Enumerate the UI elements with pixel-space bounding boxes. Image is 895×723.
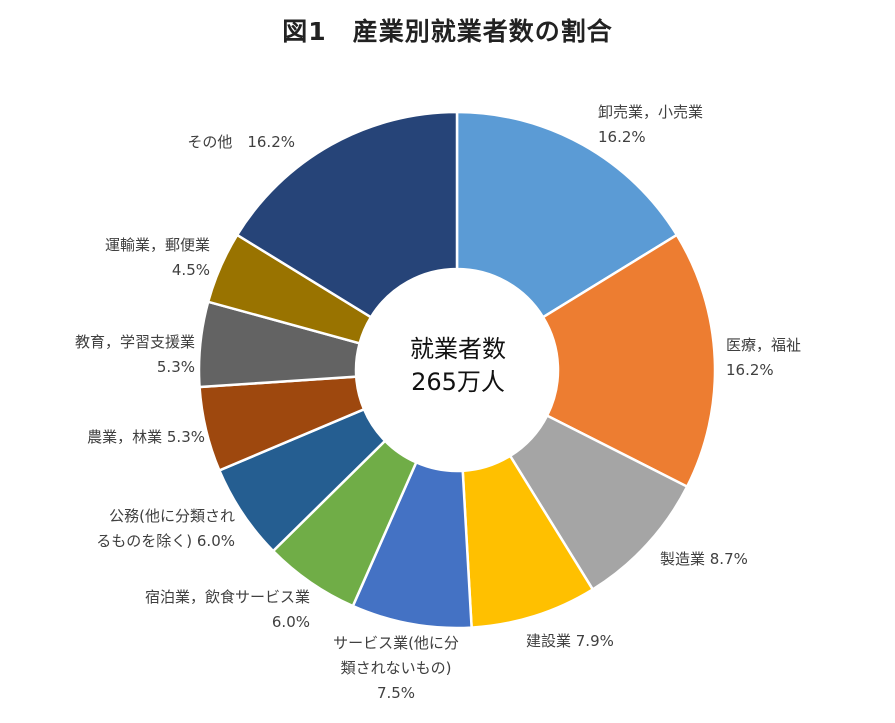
slice-label-text: 建設業 7.9% (526, 632, 614, 650)
center-label: 就業者数 265万人 (378, 333, 538, 399)
slice-label-transport-postal: 運輸業，郵便業 4.5% (40, 233, 210, 283)
slice-label-text: 卸売業，小売業 (598, 103, 704, 121)
slice-label-text: 宿泊業，飲食サービス業 (144, 588, 310, 606)
slice-label-value: 7.5% (376, 684, 416, 702)
slice-label-text: 医療，福祉 (726, 336, 802, 354)
slice-label-value: 4.5% (171, 261, 210, 279)
slice-label-value: るものを除く) 6.0% (96, 532, 235, 550)
donut-slice-1 (541, 233, 717, 489)
slice-label-education: 教育，学習支援業 5.3% (20, 330, 195, 380)
slice-label-text-2: 類されないもの) (340, 659, 452, 677)
donut-slice-0 (455, 110, 679, 319)
donut-slice-10 (235, 110, 459, 319)
slice-label-public-service: 公務(他に分類され るものを除く) 6.0% (60, 504, 235, 554)
slice-label-construction: 建設業 7.9% (526, 629, 614, 654)
slice-label-text: 製造業 8.7% (660, 550, 748, 568)
slice-label-value: 16.2% (726, 361, 774, 379)
slice-label-accommodation-food: 宿泊業，飲食サービス業 6.0% (100, 585, 310, 635)
slice-label-text: その他 16.2% (187, 133, 295, 151)
slice-label-value: 5.3% (156, 358, 195, 376)
slice-label-text: 教育，学習支援業 (74, 333, 195, 351)
slice-label-medical-welfare: 医療，福祉 16.2% (726, 333, 801, 383)
slice-label-manufacturing: 製造業 8.7% (660, 547, 748, 572)
slice-label-value: 6.0% (271, 613, 310, 631)
slice-label-text: 公務(他に分類され (109, 507, 235, 525)
slice-label-value: 16.2% (598, 128, 646, 146)
center-label-line2: 265万人 (411, 368, 505, 396)
slice-label-text: 運輸業，郵便業 (104, 236, 210, 254)
slice-label-wholesale-retail: 卸売業，小売業 16.2% (598, 100, 703, 150)
center-label-line1: 就業者数 (410, 335, 506, 363)
slice-label-services: サービス業(他に分 類されないもの) 7.5% (316, 631, 476, 706)
slice-label-other: その他 16.2% (100, 130, 295, 155)
chart-title: 図1 産業別就業者数の割合 (282, 17, 613, 46)
slice-label-text: 農業，林業 5.3% (87, 428, 205, 446)
slice-label-text: サービス業(他に分 (333, 634, 459, 652)
slice-label-agriculture-forestry: 農業，林業 5.3% (40, 425, 205, 450)
